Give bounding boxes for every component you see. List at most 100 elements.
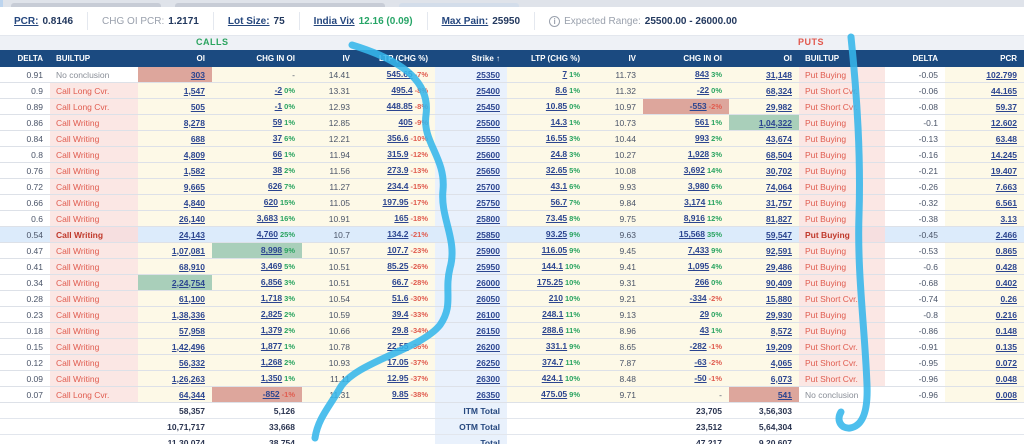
call-ltp[interactable]: 22.55 -36% xyxy=(357,338,435,355)
put-ltp[interactable]: 248.1 11% xyxy=(507,306,587,323)
put-chg-in-oi[interactable]: -63 -2% xyxy=(643,354,729,371)
call-ltp[interactable]: 234.4 -15% xyxy=(357,178,435,195)
strike-price[interactable]: 25500 xyxy=(435,114,507,131)
put-ltp[interactable]: 374.7 11% xyxy=(507,354,587,371)
put-ltp[interactable]: 43.1 6% xyxy=(507,178,587,195)
put-chg-in-oi[interactable]: 43 1% xyxy=(643,322,729,339)
pcr-value[interactable]: 59.37 xyxy=(945,98,1024,115)
call-ltp[interactable]: 448.85 -8% xyxy=(357,98,435,115)
call-chg-in-oi[interactable]: - xyxy=(212,67,302,83)
call-ltp[interactable]: 165 -18% xyxy=(357,210,435,227)
column-header-pcr[interactable]: PCR xyxy=(945,50,1024,67)
call-chg-in-oi[interactable]: 38 2% xyxy=(212,162,302,179)
strike-price[interactable]: 25900 xyxy=(435,242,507,259)
pcr-value[interactable]: 0.865 xyxy=(945,242,1024,259)
strike-price[interactable]: 26200 xyxy=(435,338,507,355)
put-chg-in-oi[interactable]: -334 -2% xyxy=(643,290,729,307)
call-chg-in-oi[interactable]: 59 1% xyxy=(212,114,302,131)
strike-price[interactable]: 25550 xyxy=(435,130,507,147)
pcr-value[interactable]: 7.663 xyxy=(945,178,1024,195)
strike-price[interactable]: 25400 xyxy=(435,82,507,99)
call-ltp[interactable]: 273.9 -13% xyxy=(357,162,435,179)
pcr-value[interactable]: 0.135 xyxy=(945,338,1024,355)
call-ltp[interactable]: 66.7 -28% xyxy=(357,274,435,291)
put-chg-in-oi[interactable]: 15,568 35% xyxy=(643,226,729,243)
put-chg-in-oi[interactable]: 8,916 12% xyxy=(643,210,729,227)
call-chg-in-oi[interactable]: 1,877 1% xyxy=(212,338,302,355)
column-header-delta[interactable]: DELTA xyxy=(885,50,945,67)
call-chg-in-oi[interactable]: 1,350 1% xyxy=(212,370,302,387)
call-oi[interactable]: 56,332 xyxy=(138,354,212,371)
put-oi[interactable]: 541 xyxy=(729,386,799,403)
call-oi[interactable]: 8,278 xyxy=(138,114,212,131)
pcr-value[interactable]: 6.561 xyxy=(945,194,1024,211)
pcr-value[interactable]: 44.165 xyxy=(945,82,1024,99)
put-oi[interactable]: 15,880 xyxy=(729,290,799,307)
column-header-chg-in-oi[interactable]: CHG IN OI xyxy=(643,50,729,67)
put-chg-in-oi[interactable]: 993 2% xyxy=(643,130,729,147)
call-chg-in-oi[interactable]: -2 0% xyxy=(212,82,302,99)
put-ltp[interactable]: 16.55 3% xyxy=(507,130,587,147)
put-chg-in-oi[interactable]: -282 -1% xyxy=(643,338,729,355)
call-chg-in-oi[interactable]: 4,760 25% xyxy=(212,226,302,243)
pcr-value[interactable]: 0.048 xyxy=(945,370,1024,387)
put-oi[interactable]: 1,04,322 xyxy=(729,114,799,131)
put-oi[interactable]: 29,486 xyxy=(729,258,799,275)
call-oi[interactable]: 9,665 xyxy=(138,178,212,195)
put-chg-in-oi[interactable]: 3,980 6% xyxy=(643,178,729,195)
put-ltp[interactable]: 93.25 9% xyxy=(507,226,587,243)
call-oi[interactable]: 24,143 xyxy=(138,226,212,243)
call-chg-in-oi[interactable]: 3,469 5% xyxy=(212,258,302,275)
call-oi[interactable]: 2,24,754 xyxy=(138,274,212,291)
strike-price[interactable]: 25950 xyxy=(435,258,507,275)
put-oi[interactable]: 68,324 xyxy=(729,82,799,99)
put-chg-in-oi[interactable]: 266 0% xyxy=(643,274,729,291)
call-ltp[interactable]: 495.4 -8% xyxy=(357,82,435,99)
call-chg-in-oi[interactable]: 620 15% xyxy=(212,194,302,211)
put-chg-in-oi[interactable]: - xyxy=(643,386,729,403)
call-chg-in-oi[interactable]: -852 -1% xyxy=(212,386,302,403)
put-ltp[interactable]: 424.1 10% xyxy=(507,370,587,387)
call-ltp[interactable]: 356.6 -10% xyxy=(357,130,435,147)
strike-price[interactable]: 26350 xyxy=(435,386,507,403)
put-chg-in-oi[interactable]: 3,692 14% xyxy=(643,162,729,179)
put-oi[interactable]: 29,982 xyxy=(729,98,799,115)
put-chg-in-oi[interactable]: 1,928 3% xyxy=(643,146,729,163)
put-oi[interactable]: 4,065 xyxy=(729,354,799,371)
column-header-iv[interactable]: IV xyxy=(587,50,643,67)
call-oi[interactable]: 4,840 xyxy=(138,194,212,211)
pcr-label[interactable]: PCR: xyxy=(14,15,39,27)
column-header-iv[interactable]: IV xyxy=(302,50,357,67)
put-chg-in-oi[interactable]: 7,433 9% xyxy=(643,242,729,259)
call-ltp[interactable]: 12.95 -37% xyxy=(357,370,435,387)
pcr-value[interactable]: 0.148 xyxy=(945,322,1024,339)
call-ltp[interactable]: 9.85 -38% xyxy=(357,386,435,403)
put-oi[interactable]: 31,148 xyxy=(729,67,799,83)
call-oi[interactable]: 1,26,263 xyxy=(138,370,212,387)
call-chg-in-oi[interactable]: 8,998 9% xyxy=(212,242,302,259)
column-header-oi[interactable]: OI xyxy=(138,50,212,67)
call-ltp[interactable]: 197.95 -17% xyxy=(357,194,435,211)
strike-price[interactable]: 26050 xyxy=(435,290,507,307)
put-ltp[interactable]: 210 10% xyxy=(507,290,587,307)
call-oi[interactable]: 1,42,496 xyxy=(138,338,212,355)
put-oi[interactable]: 19,209 xyxy=(729,338,799,355)
call-oi[interactable]: 1,582 xyxy=(138,162,212,179)
strike-price[interactable]: 26150 xyxy=(435,322,507,339)
put-oi[interactable]: 43,674 xyxy=(729,130,799,147)
call-chg-in-oi[interactable]: -1 0% xyxy=(212,98,302,115)
put-ltp[interactable]: 32.65 5% xyxy=(507,162,587,179)
strike-price[interactable]: 25750 xyxy=(435,194,507,211)
pcr-value[interactable]: 0.072 xyxy=(945,354,1024,371)
put-ltp[interactable]: 73.45 8% xyxy=(507,210,587,227)
call-chg-in-oi[interactable]: 1,268 2% xyxy=(212,354,302,371)
put-oi[interactable]: 81,827 xyxy=(729,210,799,227)
put-ltp[interactable]: 10.85 0% xyxy=(507,98,587,115)
pcr-value[interactable]: 0.008 xyxy=(945,386,1024,403)
put-ltp[interactable]: 56.7 7% xyxy=(507,194,587,211)
put-chg-in-oi[interactable]: -50 -1% xyxy=(643,370,729,387)
call-chg-in-oi[interactable]: 66 1% xyxy=(212,146,302,163)
call-chg-in-oi[interactable]: 1,379 2% xyxy=(212,322,302,339)
pcr-value[interactable]: 0.428 xyxy=(945,258,1024,275)
pcr-value[interactable]: 63.48 xyxy=(945,130,1024,147)
